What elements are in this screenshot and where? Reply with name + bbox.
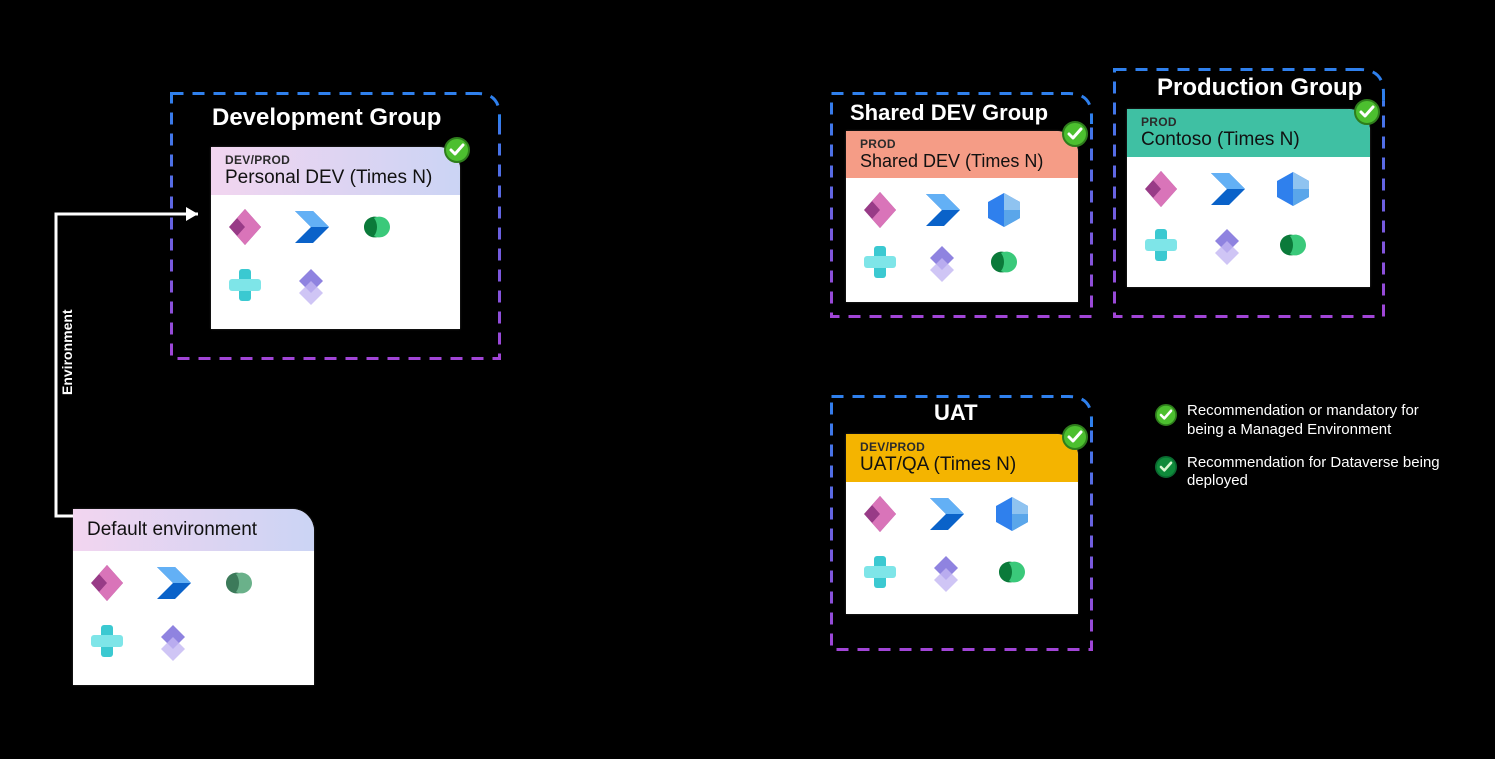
group-uat-title: UAT xyxy=(934,400,978,426)
legend: Recommendation or mandatory for being a … xyxy=(1155,402,1455,505)
card-personal-dev-name: Personal DEV (Times N) xyxy=(225,167,446,189)
card-uat-qa-type: DEV/PROD xyxy=(860,440,1064,454)
card-default-environment: Default environment xyxy=(73,509,314,685)
power-automate-icon xyxy=(1205,167,1249,211)
managed-badge-icon xyxy=(444,137,470,163)
card-shared-dev-type: PROD xyxy=(860,137,1064,151)
card-personal-dev: DEV/PROD Personal DEV (Times N) xyxy=(211,147,460,329)
power-automate-icon xyxy=(920,188,964,232)
card-default-name: Default environment xyxy=(87,519,300,541)
dataverse-icon xyxy=(990,550,1034,594)
managed-badge-icon xyxy=(1354,99,1380,125)
card-uat-qa: DEV/PROD UAT/QA (Times N) xyxy=(846,434,1078,614)
powerapps-icon xyxy=(858,492,902,536)
powerapps-icon xyxy=(85,561,129,605)
dataverse-badge-icon xyxy=(1155,456,1177,478)
power-automate-icon xyxy=(289,205,333,249)
powerapps-icon xyxy=(1139,167,1183,211)
power-bi-icon xyxy=(924,550,968,594)
card-contoso-name: Contoso (Times N) xyxy=(1141,129,1356,151)
powerapps-icon xyxy=(858,188,902,232)
card-contoso: PROD Contoso (Times N) xyxy=(1127,109,1370,287)
azure-icon xyxy=(1271,167,1315,211)
dataverse-icon xyxy=(1271,223,1315,267)
azure-icon xyxy=(982,188,1026,232)
powerapps-icon xyxy=(223,205,267,249)
legend-row: Recommendation or mandatory for being a … xyxy=(1155,402,1455,440)
power-automate-icon xyxy=(924,492,968,536)
group-development-title: Development Group xyxy=(212,104,441,132)
managed-badge-icon xyxy=(1062,424,1088,450)
card-uat-qa-name: UAT/QA (Times N) xyxy=(860,454,1064,476)
card-shared-dev-name: Shared DEV (Times N) xyxy=(860,151,1064,172)
azure-icon xyxy=(990,492,1034,536)
power-bi-icon xyxy=(151,619,195,663)
power-automate-icon xyxy=(151,561,195,605)
power-bi-icon xyxy=(289,263,333,307)
managed-badge-icon xyxy=(1155,404,1177,426)
legend-text: Recommendation for Dataverse being deplo… xyxy=(1187,454,1455,492)
power-pages-icon xyxy=(85,619,129,663)
power-pages-icon xyxy=(1139,223,1183,267)
power-pages-icon xyxy=(858,240,902,284)
card-personal-dev-type: DEV/PROD xyxy=(225,153,446,167)
dataverse-icon xyxy=(982,240,1026,284)
group-production-title: Production Group xyxy=(1157,74,1362,102)
power-pages-icon xyxy=(858,550,902,594)
arrow-label: Environment xyxy=(59,309,75,395)
power-bi-icon xyxy=(920,240,964,284)
dataverse-icon xyxy=(217,561,261,605)
legend-row: Recommendation for Dataverse being deplo… xyxy=(1155,454,1455,492)
legend-text: Recommendation or mandatory for being a … xyxy=(1187,402,1455,440)
power-bi-icon xyxy=(1205,223,1249,267)
managed-badge-icon xyxy=(1062,121,1088,147)
card-contoso-type: PROD xyxy=(1141,115,1356,129)
group-shared-title: Shared DEV Group xyxy=(850,100,1048,126)
diagram-stage: Environment Default environment Developm… xyxy=(0,0,1495,759)
power-pages-icon xyxy=(223,263,267,307)
dataverse-icon xyxy=(355,205,399,249)
card-shared-dev: PROD Shared DEV (Times N) xyxy=(846,131,1078,302)
